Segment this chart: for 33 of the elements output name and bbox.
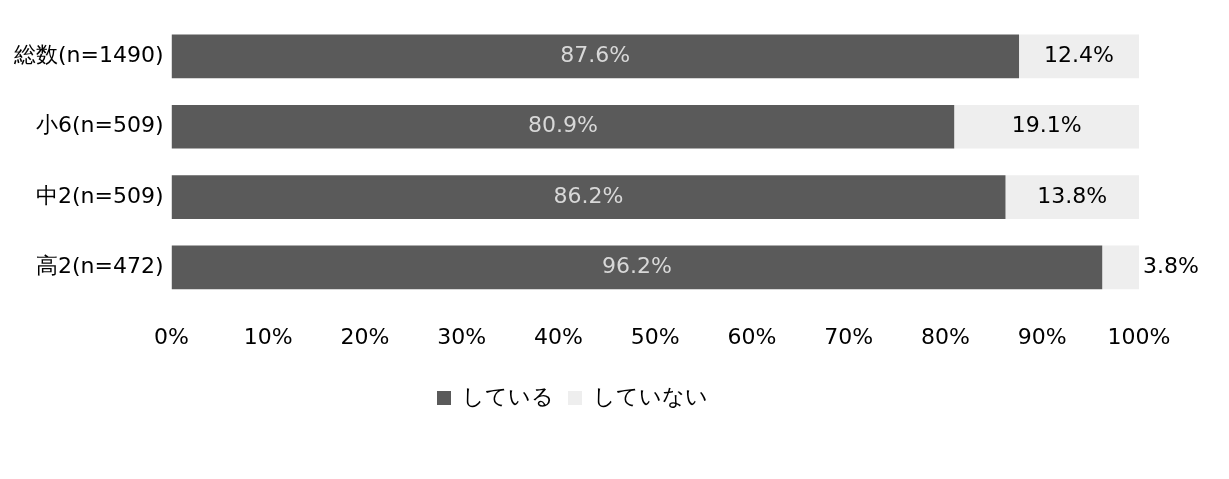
y-tick-label: 高2(n=472) xyxy=(36,253,164,279)
data-label: 86.2% xyxy=(553,182,624,208)
bar xyxy=(171,175,1006,219)
data-label: 13.8% xyxy=(1037,182,1108,208)
data-label: 87.6% xyxy=(560,42,631,68)
data-label: 96.2% xyxy=(601,253,672,279)
x-tick-label: 80% xyxy=(921,323,970,349)
y-tick-label: 総数(n=1490) xyxy=(13,42,164,68)
legend-label: していない xyxy=(593,383,708,409)
bar xyxy=(954,104,1139,149)
data-label: 3.8% xyxy=(1142,253,1199,279)
bar xyxy=(171,104,955,149)
legend-label: している xyxy=(462,383,554,409)
x-tick-label: 70% xyxy=(824,323,874,349)
x-tick-label: 50% xyxy=(630,323,680,349)
data-label: 19.1% xyxy=(1011,112,1082,138)
x-tick-label: 90% xyxy=(1017,323,1067,349)
bar xyxy=(1102,245,1139,290)
x-tick-label: 30% xyxy=(437,323,487,349)
bar xyxy=(1019,34,1139,79)
y-tick-label: 中2(n=509) xyxy=(36,182,164,208)
x-tick-label: 100% xyxy=(1107,323,1171,349)
bar xyxy=(171,245,1103,290)
x-tick-label: 60% xyxy=(727,323,777,349)
bar xyxy=(1005,175,1139,219)
data-label: 80.9% xyxy=(527,112,598,138)
x-tick-label: 40% xyxy=(534,323,583,349)
y-tick-label: 小6(n=509) xyxy=(36,112,164,138)
data-label: 12.4% xyxy=(1044,42,1114,68)
x-tick-label: 20% xyxy=(340,323,390,349)
x-tick-label: 0% xyxy=(154,323,189,349)
bar xyxy=(171,34,1020,79)
x-tick-label: 10% xyxy=(243,323,293,349)
